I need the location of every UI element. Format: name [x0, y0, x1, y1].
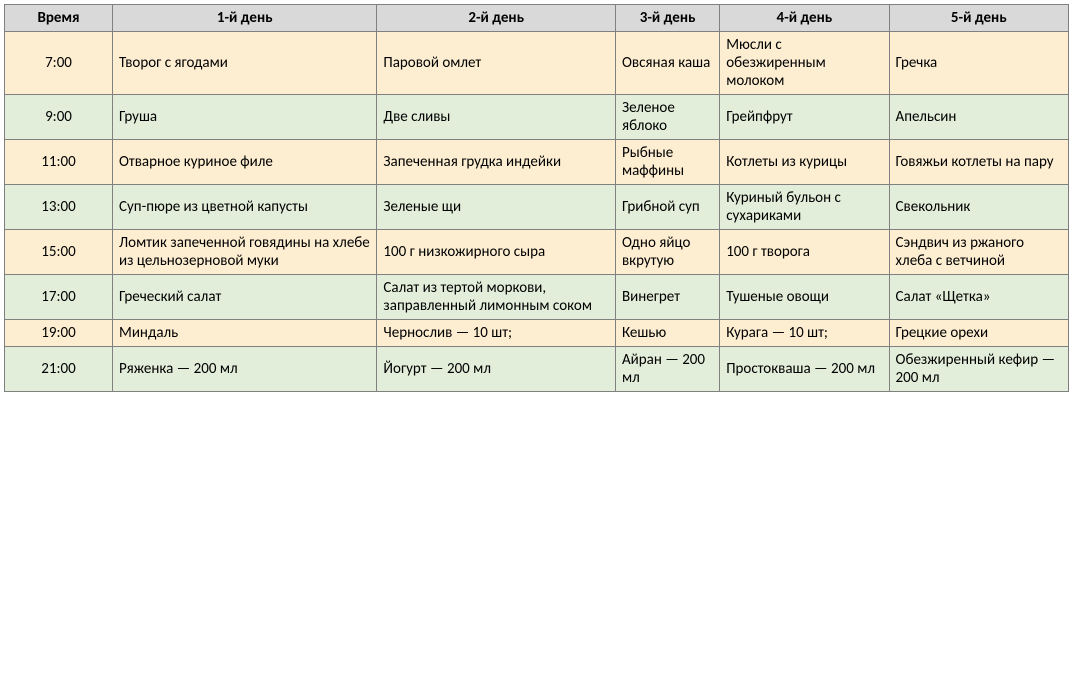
cell-meal: Котлеты из курицы: [720, 140, 889, 185]
cell-time: 11:00: [5, 140, 113, 185]
cell-meal: Грецкие орехи: [889, 320, 1068, 347]
cell-time: 21:00: [5, 347, 113, 392]
cell-meal: Одно яйцо вкрутую: [615, 230, 719, 275]
cell-meal: Грибной суп: [615, 185, 719, 230]
cell-meal: Отварное куриное филе: [113, 140, 377, 185]
table-row: 19:00 Миндаль Чернослив — 10 шт; Кешью К…: [5, 320, 1069, 347]
cell-meal: Чернослив — 10 шт;: [377, 320, 616, 347]
cell-meal: Запеченная грудка индейки: [377, 140, 616, 185]
cell-meal: 100 г низкожирного сыра: [377, 230, 616, 275]
table-row: 11:00 Отварное куриное филе Запеченная г…: [5, 140, 1069, 185]
cell-meal: Кешью: [615, 320, 719, 347]
cell-time: 19:00: [5, 320, 113, 347]
table-row: 13:00 Суп-пюре из цветной капусты Зелены…: [5, 185, 1069, 230]
cell-meal: Зеленые щи: [377, 185, 616, 230]
table-body: 7:00 Творог с ягодами Паровой омлет Овся…: [5, 32, 1069, 392]
table-row: 17:00 Греческий салат Салат из тертой мо…: [5, 275, 1069, 320]
col-header-day4: 4-й день: [720, 5, 889, 32]
cell-meal: Айран — 200 мл: [615, 347, 719, 392]
cell-meal: Апельсин: [889, 95, 1068, 140]
cell-meal: Винегрет: [615, 275, 719, 320]
cell-time: 9:00: [5, 95, 113, 140]
table-row: 15:00 Ломтик запеченной говядины на хлеб…: [5, 230, 1069, 275]
cell-meal: Тушеные овощи: [720, 275, 889, 320]
cell-meal: Йогурт — 200 мл: [377, 347, 616, 392]
col-header-day5: 5-й день: [889, 5, 1068, 32]
cell-meal: Две сливы: [377, 95, 616, 140]
cell-time: 17:00: [5, 275, 113, 320]
meal-plan-table: Время 1-й день 2-й день 3-й день 4-й ден…: [4, 4, 1069, 392]
cell-meal: Зеленое яблоко: [615, 95, 719, 140]
cell-meal: Греческий салат: [113, 275, 377, 320]
cell-meal: Говяжьи котлеты на пару: [889, 140, 1068, 185]
cell-meal: Сэндвич из ржаного хлеба с ветчиной: [889, 230, 1068, 275]
table-row: 9:00 Груша Две сливы Зеленое яблоко Грей…: [5, 95, 1069, 140]
cell-meal: Курага — 10 шт;: [720, 320, 889, 347]
cell-meal: Миндаль: [113, 320, 377, 347]
cell-meal: Гречка: [889, 32, 1068, 95]
col-header-day1: 1-й день: [113, 5, 377, 32]
table-row: 7:00 Творог с ягодами Паровой омлет Овся…: [5, 32, 1069, 95]
table-row: 21:00 Ряженка — 200 мл Йогурт — 200 мл А…: [5, 347, 1069, 392]
cell-time: 7:00: [5, 32, 113, 95]
cell-meal: Простокваша — 200 мл: [720, 347, 889, 392]
col-header-time: Время: [5, 5, 113, 32]
cell-meal: Грейпфрут: [720, 95, 889, 140]
cell-meal: Рыбные маффины: [615, 140, 719, 185]
cell-time: 13:00: [5, 185, 113, 230]
cell-meal: Салат «Щетка»: [889, 275, 1068, 320]
cell-meal: Паровой омлет: [377, 32, 616, 95]
cell-meal: Ломтик запеченной говядины на хлебе из ц…: [113, 230, 377, 275]
cell-meal: Свекольник: [889, 185, 1068, 230]
cell-meal: Мюсли с обезжиренным молоком: [720, 32, 889, 95]
cell-meal: Груша: [113, 95, 377, 140]
cell-meal: Салат из тертой моркови, заправленный ли…: [377, 275, 616, 320]
cell-meal: Суп-пюре из цветной капусты: [113, 185, 377, 230]
cell-meal: Творог с ягодами: [113, 32, 377, 95]
cell-time: 15:00: [5, 230, 113, 275]
cell-meal: Овсяная каша: [615, 32, 719, 95]
cell-meal: 100 г творога: [720, 230, 889, 275]
header-row: Время 1-й день 2-й день 3-й день 4-й ден…: [5, 5, 1069, 32]
cell-meal: Ряженка — 200 мл: [113, 347, 377, 392]
col-header-day2: 2-й день: [377, 5, 616, 32]
cell-meal: Обезжиренный кефир — 200 мл: [889, 347, 1068, 392]
col-header-day3: 3-й день: [615, 5, 719, 32]
cell-meal: Куриный бульон с сухариками: [720, 185, 889, 230]
